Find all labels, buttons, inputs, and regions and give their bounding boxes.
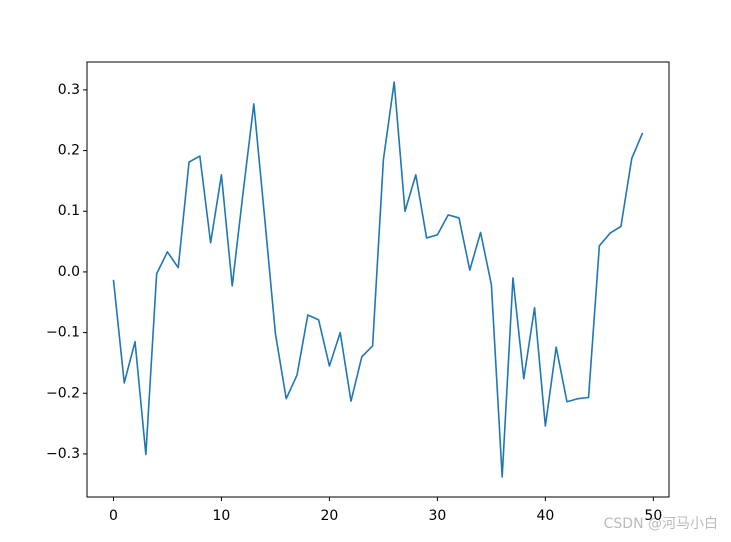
y-tick-label: 0.0 [58, 264, 80, 280]
y-tick-label: 0.3 [58, 82, 80, 98]
watermark: CSDN @河马小白 [604, 516, 718, 532]
y-tick-label: −0.1 [46, 325, 80, 341]
x-tick-label: 0 [109, 508, 118, 524]
y-tick-label: 0.2 [58, 143, 80, 159]
x-tick-label: 50 [644, 508, 662, 524]
x-tick-label: 30 [428, 508, 446, 524]
y-tick-label: −0.2 [46, 385, 80, 401]
data-line [112, 81, 644, 478]
x-tick-label: 40 [536, 508, 554, 524]
plot-frame [86, 61, 670, 498]
x-tick-label: 20 [320, 508, 338, 524]
y-tick-label: −0.3 [46, 446, 80, 462]
y-tick-label: 0.1 [58, 203, 80, 219]
x-tick-label: 10 [213, 508, 231, 524]
